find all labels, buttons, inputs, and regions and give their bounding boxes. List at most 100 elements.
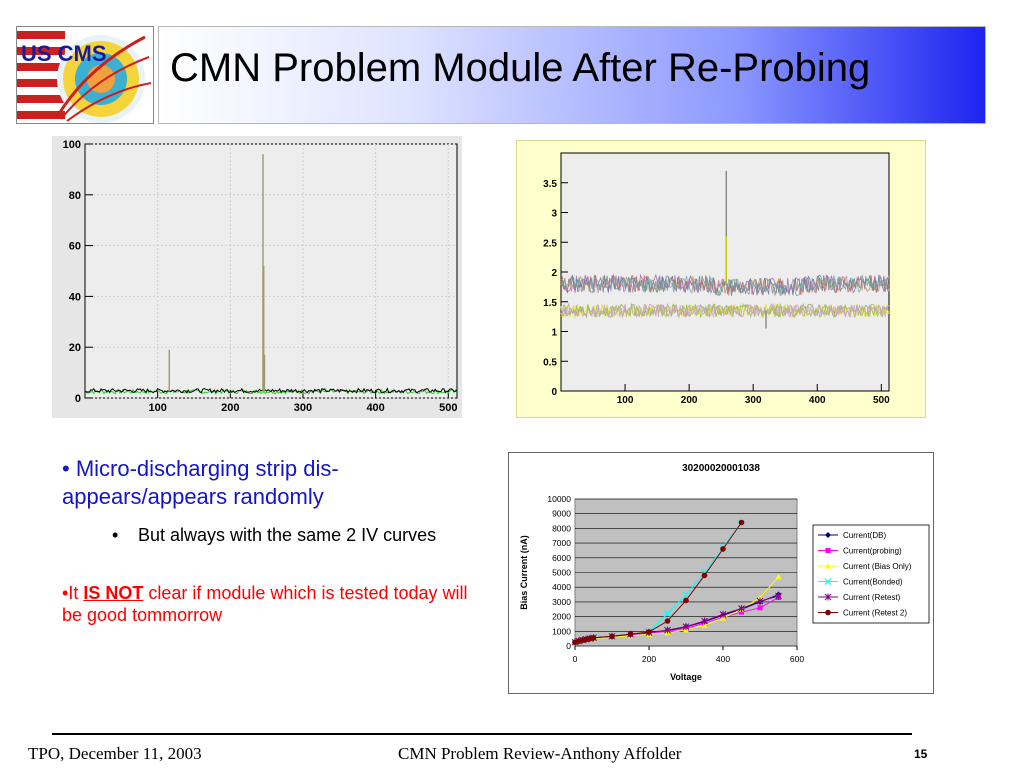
iv-chart-marker [775, 592, 782, 600]
iv-chart-marker [664, 610, 671, 618]
us-cms-logo-graphic: US CMS [17, 27, 152, 123]
plot1-ytick-label: 20 [69, 342, 81, 354]
plot2-xtick-label: 200 [681, 395, 698, 406]
plot1-ytick-label: 0 [75, 393, 81, 405]
iv-chart-legend [812, 524, 930, 624]
iv-chart-ytick-label: 0 [566, 641, 571, 651]
plot1-xtick-label: 200 [221, 402, 239, 414]
iv-chart-ytick-label: 1000 [552, 626, 571, 636]
iv-chart-xtick-label: 0 [573, 654, 578, 664]
plot2-xtick-label: 500 [873, 395, 890, 406]
iv-chart-marker [683, 597, 689, 604]
iv-curve-chart: 30200020001038 0 1000 2000 3000 4000 5000 6000 7… [508, 452, 934, 694]
bullet-red: •It IS NOT clear if module which is test… [62, 582, 492, 626]
footer-divider [52, 733, 912, 735]
iv-chart-legend-label: Current(Bonded) [843, 578, 903, 587]
plot1-ytick-label: 40 [69, 291, 81, 303]
iv-chart-legend-label: Current (Retest) [843, 593, 901, 602]
iv-chart-marker [590, 635, 597, 641]
plot1-frame [84, 143, 458, 399]
plot2-ytick-label: 3.5 [543, 179, 557, 190]
plot2-ytick-label: 3 [551, 209, 557, 220]
iv-chart-marker [757, 594, 763, 600]
bullet-red-emphasis: IS NOT [83, 583, 144, 603]
iv-chart-ytick-label: 8000 [552, 523, 571, 533]
plot1-xtick-label: 100 [148, 402, 166, 414]
iv-chart-marker [756, 597, 764, 605]
bullet-red-prefix: It [68, 583, 79, 603]
plot2-ytick-label: 0.5 [543, 357, 557, 368]
plot1-xtick-label: 500 [439, 402, 457, 414]
iv-chart-marker [825, 532, 831, 538]
iv-chart-marker [739, 609, 744, 615]
bullet-sub-text: But always with the same 2 IV curves [138, 525, 437, 545]
plot1-xtick-label: 300 [294, 402, 312, 414]
iv-chart-marker [738, 605, 745, 613]
iv-chart-marker [682, 623, 690, 631]
iv-chart-xlabel: Voltage [670, 672, 702, 682]
plot1-series-line [84, 387, 458, 394]
bullet-sub: • But always with the same 2 IV curves [112, 524, 472, 546]
iv-chart-title: 30200020001038 [682, 463, 760, 474]
iv-chart-ylabel: Bias Current (nA) [519, 535, 529, 610]
plot2-frame [560, 152, 890, 392]
iv-chart-ytick-label: 4000 [552, 582, 571, 592]
iv-chart-xtick-label: 400 [716, 654, 730, 664]
iv-chart-ytick-label: 10000 [547, 494, 571, 504]
iv-chart-marker [701, 572, 708, 579]
plot1-ytick-label: 100 [63, 139, 81, 151]
iv-chart-xtick-label: 200 [642, 654, 656, 664]
us-cms-logo: US CMS [16, 26, 154, 124]
slide-title: CMN Problem Module After Re-Probing [170, 46, 871, 90]
plot2-ytick-label: 0 [551, 387, 557, 398]
plot1-ytick-label: 80 [69, 190, 81, 202]
iv-chart-series [572, 519, 745, 646]
iv-curve-chart-svg: 3020002000103801000200030004000500060007… [519, 463, 930, 682]
iv-chart-legend-label: Current (Bias Only) [843, 562, 912, 571]
plot2-high-band-line [560, 274, 890, 297]
iv-chart-marker [701, 617, 708, 625]
bullet-sub-marker: • [112, 525, 119, 545]
iv-chart-ytick-label: 6000 [552, 553, 571, 563]
iv-chart-ytick-label: 2000 [552, 612, 571, 622]
iv-chart-legend-label: Current(probing) [843, 547, 902, 556]
histogram-plot-1-svg: 0 20 40 60 80 100 100 200 300 400 500 [63, 139, 458, 414]
iv-chart-marker [646, 629, 652, 635]
iv-chart-marker [825, 563, 831, 569]
title-bar [158, 26, 986, 124]
plot1-ytick-label: 60 [69, 241, 81, 253]
plot2-ytick-label: 2 [551, 268, 557, 279]
plot2-low-band-line [560, 303, 890, 319]
iv-chart-legend-label: Current (Retest 2) [843, 609, 907, 618]
bullet-red-marker: • [62, 583, 69, 603]
iv-chart-ytick-label: 9000 [552, 509, 571, 519]
iv-chart-marker [664, 618, 671, 624]
iv-chart-marker [824, 593, 832, 601]
bullet-main-text: Micro-discharging strip dis-appears/appe… [62, 456, 339, 509]
plot2-high-band-line [560, 273, 890, 297]
iv-chart-marker [738, 519, 745, 526]
plot2-xtick-label: 100 [617, 395, 634, 406]
iv-chart-marker [609, 633, 615, 640]
iv-chart-xtick-label: 600 [790, 654, 804, 664]
histogram-plot-1: 0 20 40 60 80 100 100 200 300 400 500 [52, 136, 462, 418]
bullet-main-marker: • [62, 456, 76, 481]
iv-chart-ytick-label: 3000 [552, 597, 571, 607]
iv-chart-marker [627, 631, 634, 638]
bullet-main: • Micro-discharging strip dis-appears/ap… [62, 455, 492, 511]
plot2-xtick-label: 300 [745, 395, 762, 406]
plot2-ytick-label: 1 [551, 328, 557, 339]
plot1-xtick-label: 400 [366, 402, 384, 414]
plot2-ytick-label: 1.5 [543, 298, 557, 309]
noise-plot-2-svg: 0 0.5 1 1.5 2 2.5 3 3.5 100 200 300 400 500 [543, 152, 890, 406]
iv-chart-legend-label: Current(DB) [843, 531, 886, 540]
iv-chart-marker [720, 546, 726, 552]
iv-chart-marker [682, 591, 690, 598]
iv-chart-marker [824, 578, 832, 585]
bullet-red-suffix: clear if module which is tested today wi… [62, 583, 468, 625]
iv-chart-marker [664, 626, 671, 634]
footer-center: CMN Problem Review-Anthony Affolder [398, 744, 682, 763]
page-number: 15 [914, 747, 928, 761]
iv-chart-marker [719, 610, 727, 618]
iv-chart-ytick-label: 5000 [552, 568, 571, 578]
